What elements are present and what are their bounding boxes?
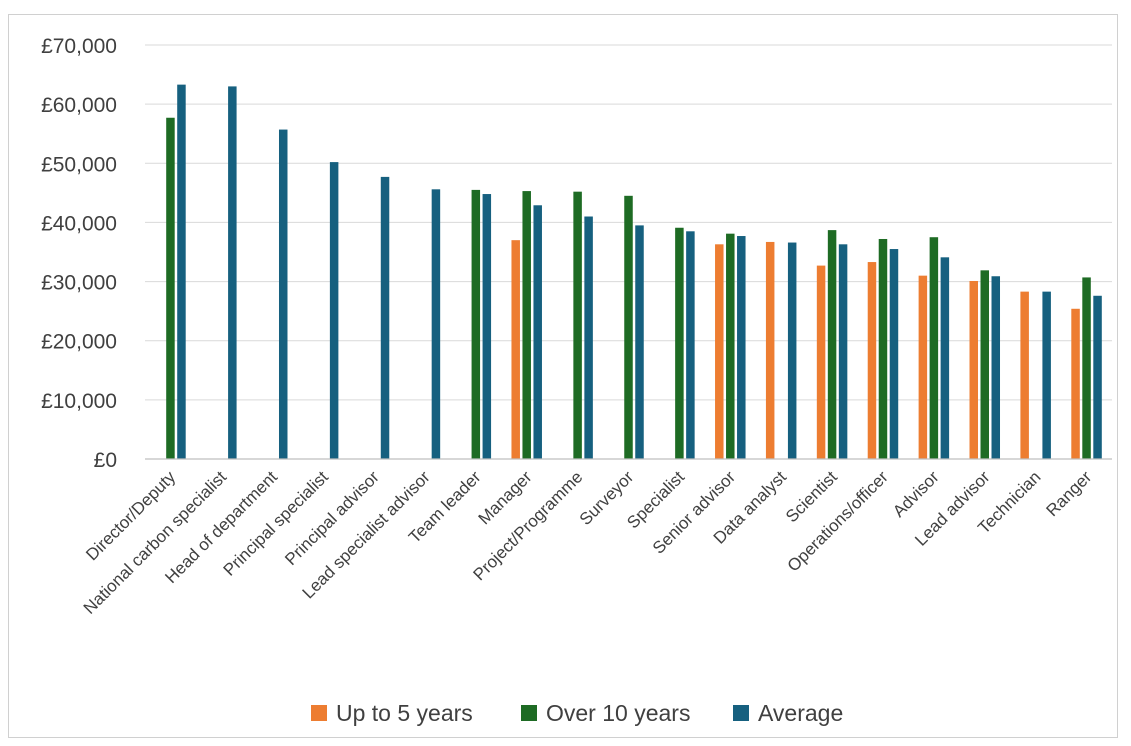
y-tick-label: £60,000: [41, 94, 117, 117]
legend-swatch-up-to-5-years: [311, 705, 327, 721]
legend-label-up-to-5-years: Up to 5 years: [336, 700, 473, 726]
y-tick-label: £50,000: [41, 153, 117, 176]
bar-average-16: [991, 276, 1001, 459]
bar-up-to-5-years-17: [1020, 291, 1029, 459]
bar-average-1: [228, 86, 237, 460]
bar-up-to-5-years-18: [1071, 308, 1080, 459]
bar-average-11: [737, 236, 746, 459]
bar-average-10: [686, 231, 695, 459]
bar-average-18: [1093, 295, 1102, 459]
x-category-label: Principal advisor: [281, 467, 383, 569]
bar-average-5: [431, 189, 441, 459]
y-tick-label: £30,000: [41, 272, 117, 295]
legend-label-average: Average: [758, 700, 843, 726]
bar-over-10-years-14: [878, 238, 888, 459]
legend-swatch-average: [733, 705, 749, 721]
bar-average-13: [838, 244, 848, 459]
bar-over-10-years-16: [980, 270, 990, 459]
legend: Up to 5 years Over 10 years Average: [311, 700, 843, 726]
y-tick-label: £70,000: [41, 35, 117, 58]
y-tick-label: £20,000: [41, 331, 117, 354]
bar-average-2: [278, 129, 288, 459]
bar-over-10-years-8: [573, 191, 582, 460]
y-axis-tick-labels: £0 £10,000 £20,000 £30,000 £40,000 £50,000 £60…: [41, 35, 117, 472]
bar-over-10-years-13: [827, 230, 837, 459]
bar-average-3: [329, 162, 339, 459]
bar-over-10-years-18: [1082, 277, 1091, 459]
y-tick-label: £0: [94, 449, 117, 472]
bar-average-7: [533, 205, 542, 459]
bar-over-10-years-15: [929, 237, 939, 459]
bar-up-to-5-years-14: [867, 262, 877, 459]
y-tick-label: £40,000: [41, 212, 117, 235]
bar-average-17: [1042, 291, 1051, 459]
bar-average-8: [584, 216, 593, 459]
bar-average-0: [177, 84, 186, 459]
legend-swatch-over-10-years: [521, 705, 537, 721]
bar-over-10-years-0: [166, 117, 175, 459]
bar-average-4: [380, 176, 390, 459]
bar-over-10-years-9: [624, 195, 633, 459]
bar-up-to-5-years-7: [511, 240, 520, 459]
y-tick-label: £10,000: [41, 390, 117, 413]
bars: [166, 84, 1102, 460]
bar-up-to-5-years-12: [765, 241, 775, 459]
bar-over-10-years-6: [471, 189, 481, 459]
bar-up-to-5-years-11: [715, 244, 724, 459]
bar-average-15: [940, 257, 950, 459]
bar-over-10-years-11: [726, 233, 735, 459]
legend-label-over-10-years: Over 10 years: [546, 700, 690, 726]
bar-average-6: [482, 194, 492, 460]
bar-over-10-years-7: [522, 191, 531, 459]
bar-average-14: [889, 249, 899, 459]
bar-over-10-years-10: [675, 227, 684, 459]
x-category-label: Ranger: [1043, 467, 1096, 520]
bar-average-9: [635, 225, 644, 459]
bar-average-12: [787, 242, 797, 459]
gridlines: [145, 44, 1112, 401]
bar-up-to-5-years-16: [969, 280, 979, 459]
x-category-label: Director/Deputy: [82, 467, 179, 564]
bar-up-to-5-years-13: [816, 265, 826, 459]
bar-up-to-5-years-15: [918, 275, 928, 459]
